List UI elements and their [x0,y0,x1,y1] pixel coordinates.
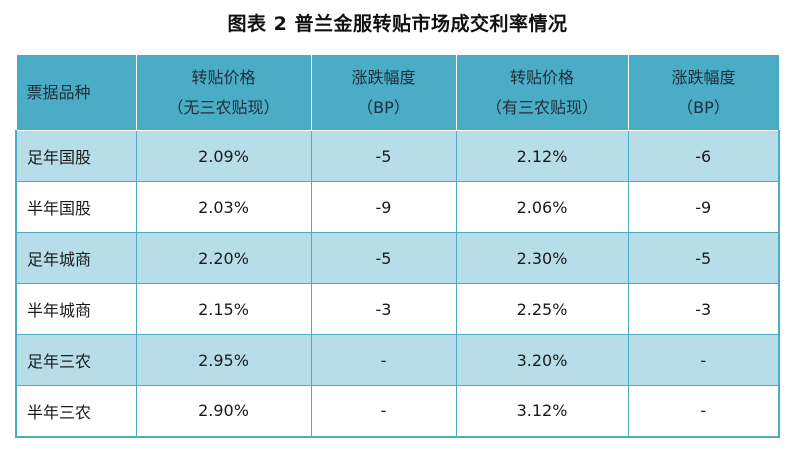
header-sublabel: （BP） [357,97,410,117]
cell-change-no-agri: - [310,334,457,386]
table-row: 半年三农 2.90% - 3.12% - [15,385,780,438]
cell-price-no-agri: 2.15% [135,283,312,335]
header-cell-change-with-agri: 涨跌幅度 （BP） [627,54,780,131]
cell-price-with-agri: 2.12% [455,130,629,182]
cell-price-no-agri: 2.09% [135,130,312,182]
cell-price-with-agri: 3.12% [455,385,629,438]
table-row: 半年国股 2.03% -9 2.06% -9 [15,181,780,233]
cell-price-no-agri: 2.20% [135,232,312,284]
cell-type: 足年国股 [15,130,137,182]
cell-change-no-agri: -5 [310,232,457,284]
cell-type: 半年城商 [15,283,137,335]
cell-price-with-agri: 2.25% [455,283,629,335]
cell-type: 半年国股 [15,181,137,233]
header-cell-change-no-agri: 涨跌幅度 （BP） [310,54,457,131]
cell-price-with-agri: 2.30% [455,232,629,284]
cell-change-no-agri: -5 [310,130,457,182]
cell-type: 半年三农 [15,385,137,438]
cell-type: 足年三农 [15,334,137,386]
cell-type: 足年城商 [15,232,137,284]
header-cell-type: 票据品种 [15,54,137,131]
cell-price-no-agri: 2.95% [135,334,312,386]
cell-change-no-agri: -3 [310,283,457,335]
header-label: 涨跌幅度 [671,67,736,87]
cell-price-no-agri: 2.90% [135,385,312,438]
header-label: 转贴价格 [509,67,574,87]
figure-title: 图表 2 普兰金服转贴市场成交利率情况 [227,13,568,35]
cell-price-no-agri: 2.03% [135,181,312,233]
header-sublabel: （无三农贴现） [167,97,280,117]
header-sublabel: （BP） [677,97,730,117]
table-row: 半年城商 2.15% -3 2.25% -3 [15,283,780,335]
header-sublabel: （有三农贴现） [485,97,598,117]
cell-price-with-agri: 3.20% [455,334,629,386]
cell-change-no-agri: - [310,385,457,438]
cell-change-with-agri: -6 [627,130,780,182]
cell-change-with-agri: -5 [627,232,780,284]
header-label: 转贴价格 [191,67,256,87]
table-header-row: 票据品种 转贴价格 （无三农贴现） 涨跌幅度 （BP） 转贴价格 （有三农贴现）… [15,54,780,131]
table-row: 足年城商 2.20% -5 2.30% -5 [15,232,780,284]
rate-table: 票据品种 转贴价格 （无三农贴现） 涨跌幅度 （BP） 转贴价格 （有三农贴现）… [15,54,780,438]
table-row: 足年三农 2.95% - 3.20% - [15,334,780,386]
table-row: 足年国股 2.09% -5 2.12% -6 [15,130,780,182]
cell-price-with-agri: 2.06% [455,181,629,233]
header-label: 票据品种 [26,82,91,102]
header-cell-price-no-agri: 转贴价格 （无三农贴现） [135,54,312,131]
cell-change-with-agri: - [627,334,780,386]
cell-change-with-agri: -9 [627,181,780,233]
header-label: 涨跌幅度 [351,67,416,87]
cell-change-with-agri: - [627,385,780,438]
cell-change-with-agri: -3 [627,283,780,335]
cell-change-no-agri: -9 [310,181,457,233]
header-cell-price-with-agri: 转贴价格 （有三农贴现） [455,54,629,131]
